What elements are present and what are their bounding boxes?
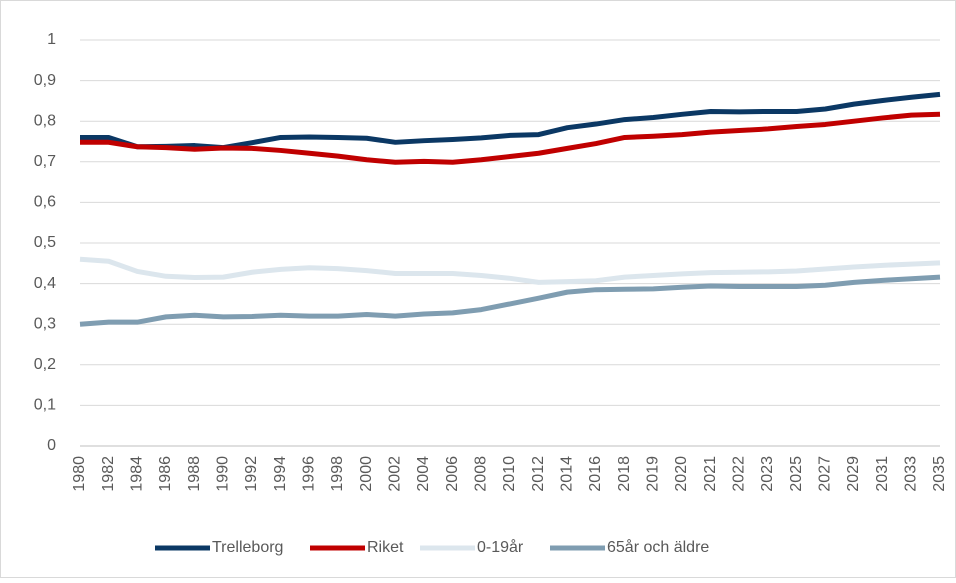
legend-label: Riket [367, 539, 404, 556]
x-tick-label: 2035 [931, 456, 948, 492]
x-tick-label: 2004 [415, 456, 432, 492]
series-line [80, 111, 941, 165]
legend-label: 0-19år [477, 538, 524, 556]
y-tick-label: 0,3 [34, 315, 56, 332]
series-line [79, 256, 941, 285]
x-tick-label: 2025 [788, 456, 805, 492]
x-tick-label: 2033 [903, 456, 920, 492]
y-tick-label: 1 [47, 31, 56, 48]
x-tick-label: 1984 [129, 456, 146, 492]
legend-label: Trelleborg [212, 539, 283, 556]
x-tick-label: 1982 [100, 456, 117, 492]
x-tick-label: 2023 [759, 456, 776, 492]
series-line [79, 274, 941, 327]
x-tick-label: 2014 [559, 456, 576, 492]
x-tick-label: 1994 [272, 456, 289, 492]
x-tick-label: 2012 [530, 456, 547, 492]
x-tick-label: 2006 [444, 456, 461, 492]
x-tick-label: 1986 [157, 456, 174, 492]
x-tick-label: 1998 [329, 456, 346, 492]
x-tick-label: 2021 [702, 456, 719, 492]
y-tick-label: 0,5 [34, 234, 56, 251]
x-tick-label: 2008 [473, 456, 490, 492]
x-tick-label: 2016 [587, 456, 604, 492]
x-tick-label: 2020 [673, 456, 690, 492]
y-tick-label: 0,9 [34, 72, 56, 89]
x-tick-label: 1992 [243, 456, 260, 492]
x-tick-label: 2018 [616, 456, 633, 492]
x-tick-label: 2019 [645, 456, 662, 492]
x-tick-label: 1990 [215, 456, 232, 492]
y-tick-label: 0,7 [34, 153, 56, 170]
x-tick-label: 2000 [358, 456, 375, 492]
y-tick-label: 0,2 [34, 356, 56, 373]
x-tick-label: 2031 [874, 456, 891, 492]
x-tick-label: 1988 [186, 456, 203, 492]
x-tick-label: 2022 [731, 456, 748, 492]
x-tick-label: 1980 [71, 456, 88, 492]
y-tick-label: 0,4 [34, 275, 56, 292]
x-tick-label: 2027 [817, 456, 834, 492]
y-tick-label: 0,1 [34, 397, 56, 414]
y-tick-label: 0,6 [34, 194, 56, 211]
x-tick-label: 2029 [845, 456, 862, 492]
y-tick-label: 0,8 [34, 112, 56, 129]
x-tick-label: 2002 [387, 456, 404, 492]
legend-label: 65år och äldre [607, 538, 709, 556]
y-tick-label: 0 [47, 437, 56, 454]
x-tick-label: 1996 [301, 456, 318, 492]
x-tick-label: 2010 [501, 456, 518, 492]
